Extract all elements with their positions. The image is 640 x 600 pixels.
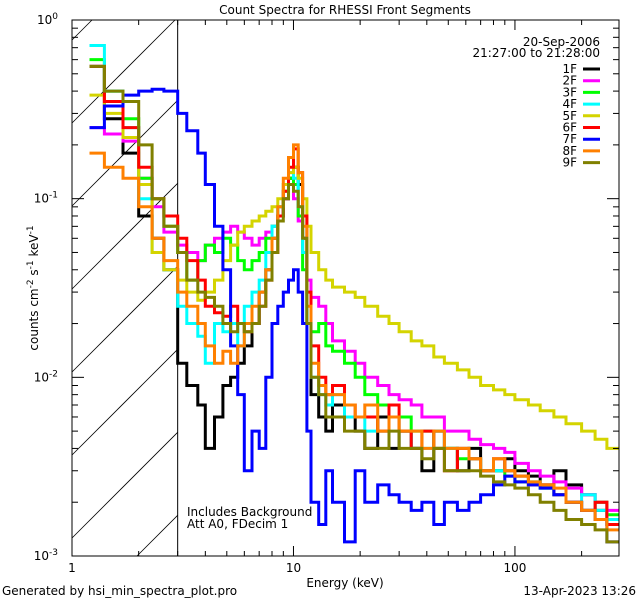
legend-label-2F: 2F: [562, 74, 577, 88]
hatch-line: [71, 19, 176, 124]
legend-date: 20-Sep-2006: [523, 35, 600, 49]
ylabel-e3: -1: [26, 225, 36, 234]
ylabel-e1: -2: [26, 279, 36, 288]
y-tick-label-base: 10: [34, 549, 49, 563]
legend-label-7F: 7F: [562, 132, 577, 146]
hatch-line: [71, 183, 178, 290]
hatch-line: [136, 515, 178, 557]
y-tick-label: 10-2: [34, 369, 58, 384]
series-line-5F: [89, 93, 619, 450]
y-tick-label-exponent: -3: [49, 548, 58, 558]
y-tick-label-exponent: -1: [49, 191, 58, 201]
legend-label-4F: 4F: [562, 97, 577, 111]
legend-label-3F: 3F: [562, 85, 577, 99]
x-axis-label: Energy (keV): [306, 576, 383, 590]
series-line-4F: [89, 44, 619, 521]
ylabel-e2: -1: [26, 260, 36, 269]
series-group: [89, 44, 619, 544]
hatch-line: [71, 349, 178, 456]
ylabel-c: keV: [27, 234, 41, 261]
y-tick-label-exponent: 0: [52, 12, 58, 22]
y-tick-label-base: 10: [34, 370, 49, 384]
hatch-line: [71, 266, 178, 373]
legend-label-6F: 6F: [562, 121, 577, 135]
x-tick-label: 100: [503, 561, 526, 575]
y-axis-label: counts cm-2 s-1 keV-1: [26, 225, 41, 350]
legend-time-range: 21:27:00 to 21:28:00: [473, 46, 600, 60]
ylabel-b: s: [27, 269, 41, 279]
hatch-line: [71, 19, 93, 41]
x-tick-label: 10: [286, 561, 301, 575]
x-tick-label: 1: [68, 561, 76, 575]
annotation-background: Includes Background: [187, 505, 312, 519]
series-line-2F: [89, 126, 619, 512]
series-line-8F: [89, 143, 619, 532]
series-line-3F: [89, 58, 619, 517]
series-line-9F: [89, 64, 619, 544]
footer-timestamp: 13-Apr-2023 13:26: [523, 584, 636, 598]
y-tick-label: 100: [37, 12, 58, 27]
legend-label-9F: 9F: [562, 156, 577, 170]
y-tick-label-base: 10: [37, 13, 52, 27]
y-tick-label-base: 10: [34, 192, 49, 206]
y-tick-label: 10-1: [34, 191, 58, 206]
chart-title: Count Spectra for RHESSI Front Segments: [219, 3, 471, 17]
legend-label-1F: 1F: [562, 62, 577, 76]
legend-label-5F: 5F: [562, 109, 577, 123]
annotation-attenuator: Att A0, FDecim 1: [187, 517, 288, 531]
y-tick-label-exponent: -2: [49, 369, 58, 379]
y-tick-label: 10-3: [34, 548, 58, 563]
legend-label-8F: 8F: [562, 144, 577, 158]
ylabel-a: counts cm: [27, 288, 41, 350]
plot-frame: [71, 19, 620, 557]
footer-generator: Generated by hsi_min_spectra_plot.pro: [2, 584, 237, 598]
hatch-line: [71, 432, 178, 539]
